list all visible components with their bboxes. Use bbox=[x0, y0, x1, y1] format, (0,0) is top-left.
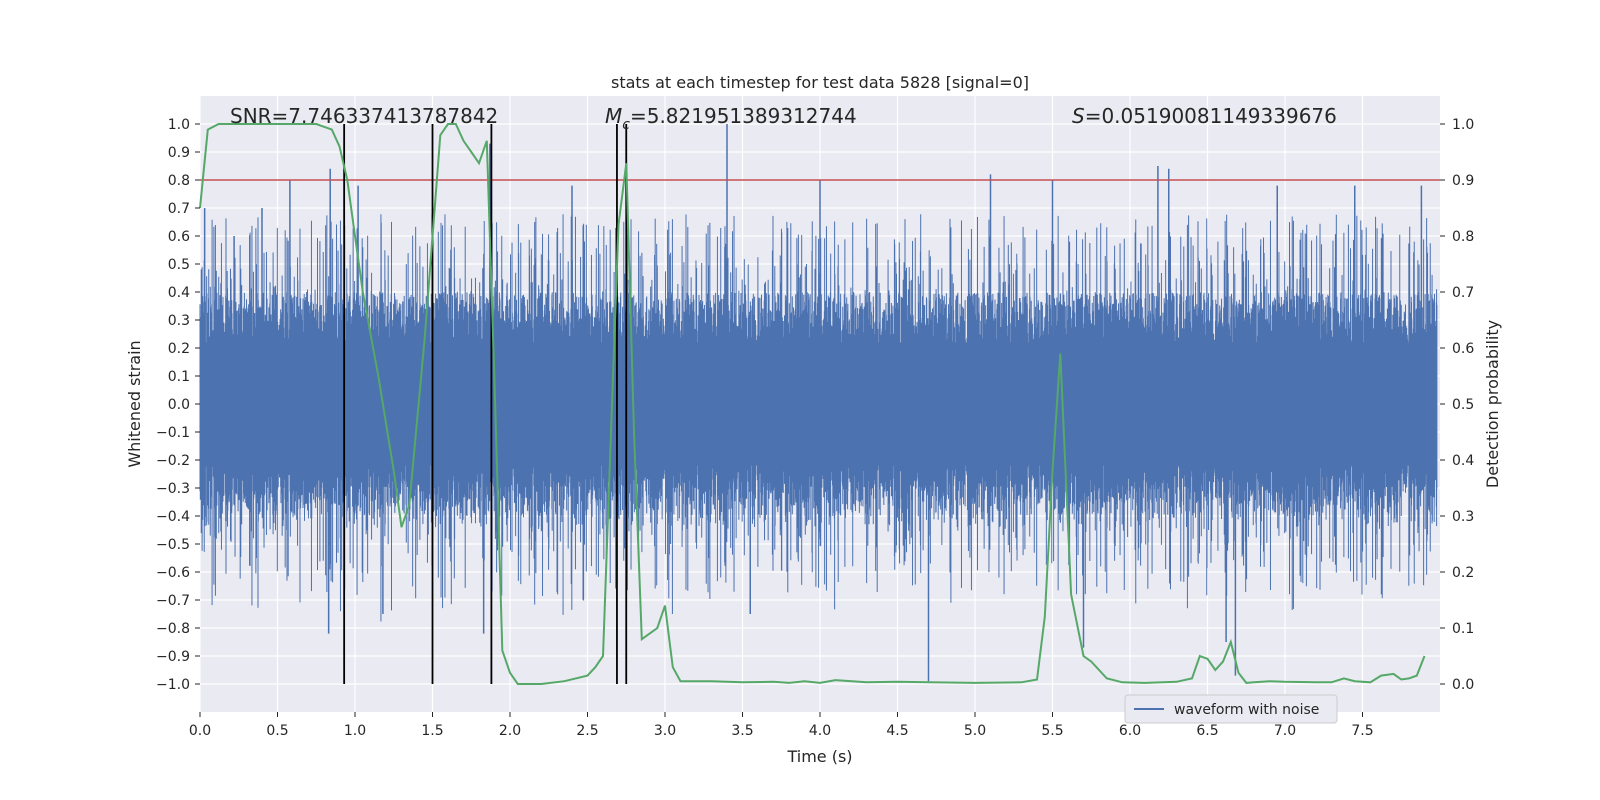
chart-title: stats at each timestep for test data 582… bbox=[611, 73, 1029, 92]
s-value: =0.05190081149339676 bbox=[1085, 104, 1337, 128]
y-tick-label-11: −0.1 bbox=[156, 425, 190, 441]
snr-annotation: SNR=7.746337413787842 bbox=[230, 104, 498, 128]
x-tick-label-4: 2.0 bbox=[499, 723, 521, 739]
y2-tick-label-2: 0.8 bbox=[1452, 229, 1474, 245]
y-tick-label-2: 0.8 bbox=[168, 173, 190, 189]
y-tick-label-15: −0.5 bbox=[156, 537, 190, 553]
x-tick-label-12: 6.0 bbox=[1119, 723, 1141, 739]
legend-label: waveform with noise bbox=[1174, 702, 1319, 718]
y-tick-label-16: −0.6 bbox=[156, 565, 190, 581]
y-tick-label-5: 0.5 bbox=[168, 257, 190, 273]
waveform-core-band bbox=[200, 342, 1434, 466]
y-tick-label-14: −0.4 bbox=[156, 509, 190, 525]
y-tick-label-1: 0.9 bbox=[168, 145, 190, 161]
y-tick-label-9: 0.1 bbox=[168, 369, 190, 385]
legend-box bbox=[1124, 694, 1338, 724]
y-axis-right-label: Detection probability bbox=[1483, 320, 1502, 488]
x-tick-label-8: 4.0 bbox=[809, 723, 831, 739]
waveform-spikes-layer bbox=[203, 124, 1423, 682]
y-tick-label-20: −1.0 bbox=[156, 677, 190, 693]
y2-tick-label-3: 0.7 bbox=[1452, 285, 1474, 301]
y2-tick-label-4: 0.6 bbox=[1452, 341, 1474, 357]
y-tick-label-8: 0.2 bbox=[168, 341, 190, 357]
y-tick-label-13: −0.3 bbox=[156, 481, 190, 497]
x-tick-label-6: 3.0 bbox=[654, 723, 676, 739]
waveform-noise-layer bbox=[199, 214, 1438, 622]
x-axis-ticks: 0.0 0.5 1.0 1.5 2.0 2.5 3.0 3.5 4.0 4.5 5.0 5.5 6.0 6… bbox=[189, 712, 1374, 739]
y-tick-label-4: 0.6 bbox=[168, 229, 190, 245]
x-tick-label-15: 7.5 bbox=[1351, 723, 1373, 739]
s-symbol: S bbox=[1072, 104, 1085, 128]
y2-tick-label-6: 0.4 bbox=[1452, 453, 1474, 469]
s-annotation: S=0.05190081149339676 bbox=[1072, 104, 1337, 128]
y2-tick-label-1: 0.9 bbox=[1452, 173, 1474, 189]
y2-tick-label-9: 0.1 bbox=[1452, 621, 1474, 637]
x-tick-label-2: 1.0 bbox=[344, 723, 366, 739]
mc-symbol: M bbox=[605, 104, 622, 128]
y-axis-left-ticks: 1.0 0.9 0.8 0.7 0.6 0.5 0.4 0.3 0.2 0.1 0.0 −0.1 −0.… bbox=[156, 117, 200, 693]
y-tick-label-12: −0.2 bbox=[156, 453, 190, 469]
x-tick-label-0: 0.0 bbox=[189, 723, 211, 739]
x-tick-label-9: 4.5 bbox=[886, 723, 908, 739]
y2-tick-label-5: 0.5 bbox=[1452, 397, 1474, 413]
x-tick-label-13: 6.5 bbox=[1196, 723, 1218, 739]
x-tick-label-7: 3.5 bbox=[731, 723, 753, 739]
legend: waveform with noise bbox=[1124, 694, 1338, 724]
y-tick-label-0: 1.0 bbox=[168, 117, 190, 133]
y-tick-label-3: 0.7 bbox=[168, 201, 190, 217]
x-tick-label-5: 2.5 bbox=[576, 723, 598, 739]
y-tick-label-17: −0.7 bbox=[156, 593, 190, 609]
y-tick-label-6: 0.4 bbox=[168, 285, 190, 301]
x-axis-label: Time (s) bbox=[786, 747, 852, 766]
y2-tick-label-10: 0.0 bbox=[1452, 677, 1474, 693]
y2-tick-label-0: 1.0 bbox=[1452, 117, 1474, 133]
x-tick-label-11: 5.5 bbox=[1041, 723, 1063, 739]
y-tick-label-19: −0.9 bbox=[156, 649, 190, 665]
mc-value: =5.821951389312744 bbox=[630, 104, 857, 128]
y-tick-label-18: −0.8 bbox=[156, 621, 190, 637]
x-tick-label-1: 0.5 bbox=[266, 723, 288, 739]
mc-subscript: c bbox=[622, 117, 630, 133]
y-tick-label-7: 0.3 bbox=[168, 313, 190, 329]
vertical-marker-lines bbox=[343, 124, 628, 684]
y2-tick-label-7: 0.3 bbox=[1452, 509, 1474, 525]
detection-probability-line bbox=[199, 123, 1426, 685]
y-axis-left-label: Whitened strain bbox=[125, 340, 144, 467]
y2-tick-label-8: 0.2 bbox=[1452, 565, 1474, 581]
x-tick-label-10: 5.0 bbox=[964, 723, 986, 739]
y-tick-label-10: 0.0 bbox=[168, 397, 190, 413]
x-tick-label-14: 7.0 bbox=[1274, 723, 1296, 739]
x-tick-label-3: 1.5 bbox=[421, 723, 443, 739]
y-axis-right-ticks: 1.0 0.9 0.8 0.7 0.6 0.5 0.4 0.3 0.2 0.1 0.0 bbox=[1440, 117, 1474, 693]
mc-annotation: Mc=5.821951389312744 bbox=[605, 104, 857, 133]
